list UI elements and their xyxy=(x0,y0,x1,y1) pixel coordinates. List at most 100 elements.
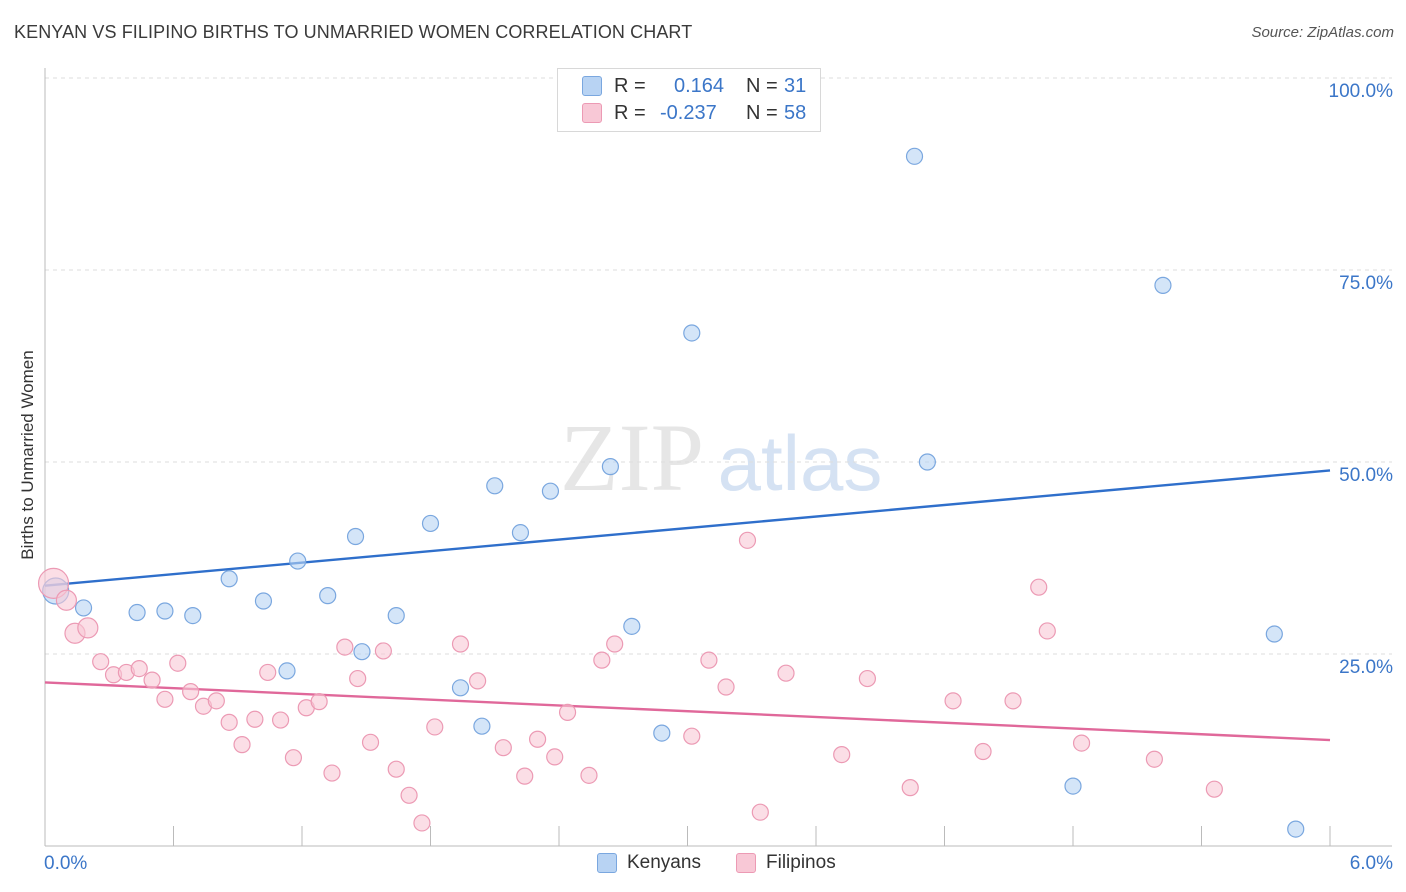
kenyan-point xyxy=(74,599,93,617)
kenyan-point xyxy=(511,524,530,542)
kenyan-point xyxy=(905,147,924,165)
filipino-point xyxy=(901,779,919,797)
kenyan-legend-label: Kenyans xyxy=(627,852,701,873)
filipino-point xyxy=(833,746,851,764)
filipino-point xyxy=(400,786,418,804)
filipino-point xyxy=(387,760,405,778)
filipino-point xyxy=(558,703,577,721)
kenyan-point xyxy=(1154,276,1172,294)
filipino-point xyxy=(528,730,547,748)
filipino-point xyxy=(717,678,735,696)
filipino-point xyxy=(777,664,795,682)
kenyan-n-label: N = xyxy=(746,74,778,97)
legend-row-filipinos: R = -0.237 N = 58 xyxy=(582,101,806,125)
filipino-trend-line xyxy=(44,681,1331,742)
filipino-point xyxy=(944,692,962,710)
y-axis-label: Births to Unmarried Women xyxy=(18,350,37,560)
watermark-zip: ZIP xyxy=(560,404,704,511)
filipino-r-value: -0.237 xyxy=(660,101,717,124)
kenyan-point xyxy=(683,324,701,342)
filipino-point xyxy=(77,617,99,639)
filipino-point xyxy=(130,659,148,678)
kenyan-point xyxy=(353,643,371,661)
filipino-point xyxy=(374,642,392,660)
filipino-legend-label: Filipinos xyxy=(766,852,836,873)
filipino-point xyxy=(738,531,757,549)
kenyan-point xyxy=(319,587,337,605)
filipino-point xyxy=(751,803,769,821)
source-credit: Source: ZipAtlas.com xyxy=(1251,24,1394,41)
filipino-point xyxy=(284,749,303,767)
filipino-point xyxy=(494,739,512,757)
correlation-legend: R = 0.164 N = 31 R = -0.237 N = 58 xyxy=(557,68,821,132)
kenyan-n-value: 31 xyxy=(784,74,807,97)
filipino-point xyxy=(974,742,992,761)
filipino-point xyxy=(323,764,341,782)
filipino-point xyxy=(233,736,251,754)
legend-item-filipinos[interactable]: Filipinos xyxy=(736,852,836,874)
chart-title: KENYAN VS FILIPINO BIRTHS TO UNMARRIED W… xyxy=(14,22,693,42)
kenyan-r-value: 0.164 xyxy=(674,74,725,97)
kenyan-point xyxy=(254,592,273,610)
filipino-point xyxy=(156,690,174,708)
y-tick-label-75: 75.0% xyxy=(1339,273,1393,294)
filipino-point xyxy=(546,748,564,766)
filipino-n-value: 58 xyxy=(784,101,807,124)
kenyan-point xyxy=(601,458,620,476)
filipino-point xyxy=(220,713,238,731)
filipino-point xyxy=(451,635,470,653)
kenyan-point xyxy=(486,477,504,495)
kenyan-trend-line xyxy=(44,469,1331,587)
kenyan-point xyxy=(346,527,365,546)
filipino-point xyxy=(516,767,534,785)
kenyan-point xyxy=(653,724,671,742)
kenyan-point xyxy=(1064,777,1082,795)
kenyan-point xyxy=(421,514,440,533)
filipino-point xyxy=(182,683,200,701)
filipino-point xyxy=(469,672,487,690)
filipino-point xyxy=(858,669,877,688)
kenyan-point xyxy=(289,552,307,570)
filipino-point xyxy=(271,711,290,729)
kenyan-point xyxy=(451,679,470,697)
filipino-swatch xyxy=(582,103,602,123)
filipino-point xyxy=(1004,692,1022,710)
filipino-point xyxy=(37,567,70,599)
kenyan-swatch xyxy=(582,76,602,96)
series-legend: Kenyans Filipinos xyxy=(0,852,1406,878)
filipino-point xyxy=(580,766,598,784)
filipino-point xyxy=(1205,780,1223,798)
kenyan-legend-swatch xyxy=(597,853,617,873)
filipino-point xyxy=(700,651,718,669)
filipino-point xyxy=(1072,734,1091,752)
kenyan-point xyxy=(473,717,491,735)
filipino-point xyxy=(169,654,187,672)
kenyan-point xyxy=(278,662,296,680)
kenyan-point xyxy=(220,570,238,588)
kenyan-point xyxy=(156,602,174,620)
kenyan-point xyxy=(623,617,641,635)
filipino-point xyxy=(361,733,380,751)
y-tick-label-25: 25.0% xyxy=(1339,657,1393,678)
x-tick-label-min: 0.0% xyxy=(44,853,87,874)
filipino-point xyxy=(1038,622,1056,640)
filipino-point xyxy=(683,727,701,745)
legend-item-kenyans[interactable]: Kenyans xyxy=(597,852,701,874)
filipino-r-label: R = xyxy=(614,101,646,124)
kenyan-point xyxy=(1287,820,1305,838)
kenyan-point xyxy=(918,453,936,471)
kenyan-point xyxy=(184,606,202,625)
filipino-point xyxy=(1145,750,1163,768)
kenyan-point xyxy=(128,603,146,622)
watermark: ZIP atlas xyxy=(560,404,882,511)
filipino-point xyxy=(259,663,277,682)
legend-row-kenyans: R = 0.164 N = 31 xyxy=(582,74,806,98)
kenyan-point xyxy=(387,606,405,625)
kenyan-point xyxy=(541,482,560,500)
filipino-point xyxy=(606,635,624,653)
filipino-point xyxy=(336,638,354,656)
filipino-point xyxy=(1030,578,1048,596)
filipino-point xyxy=(593,651,611,669)
watermark-atlas: atlas xyxy=(718,419,883,507)
